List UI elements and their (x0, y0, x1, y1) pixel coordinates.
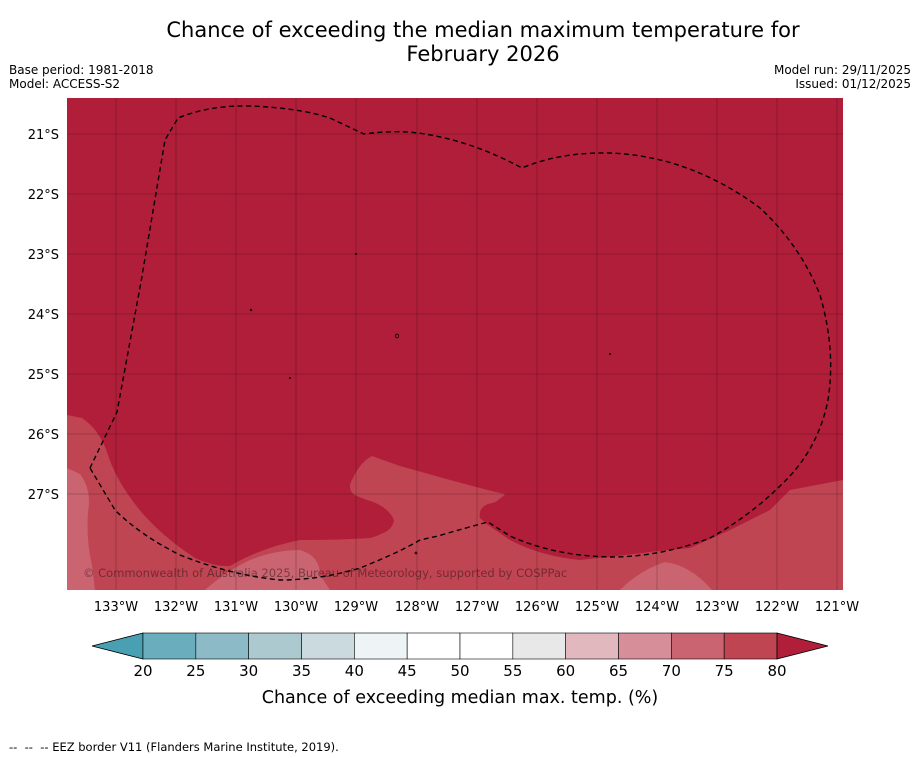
graticule (67, 98, 843, 590)
colorbar-box (301, 632, 355, 660)
base-period: Base period: 1981-2018 (9, 63, 154, 77)
issued-date: Issued: 01/12/2025 (795, 77, 911, 91)
colorbar-box (565, 632, 619, 660)
lon-label: 129°W (334, 600, 378, 615)
lon-label: 128°W (395, 600, 439, 615)
colorbar-under-arrow (91, 632, 144, 660)
zone-75-80 (67, 415, 843, 590)
colorbar-box (618, 632, 672, 660)
colorbar-label: Chance of exceeding median max. temp. (%… (262, 688, 659, 708)
colorbar-box (142, 632, 197, 660)
lat-label: 25°S (28, 368, 59, 383)
title-line-2: February 2026 (406, 42, 560, 66)
colorbar-box (406, 632, 461, 660)
colorbar-tick-label: 55 (503, 662, 522, 680)
zone-70-75 (67, 468, 95, 590)
colorbar: 20 25 30 35 40 45 50 55 60 65 70 75 80 Chance of exc… (91, 632, 829, 708)
lon-label: 121°W (815, 600, 859, 615)
colorbar-tick-label: 45 (398, 662, 417, 680)
colorbar-tick-label: 30 (239, 662, 258, 680)
lon-label: 127°W (455, 600, 499, 615)
lon-label: 125°W (575, 600, 619, 615)
zone-over-80 (67, 98, 843, 563)
eez-border (89, 105, 832, 581)
lat-label: 21°S (28, 128, 59, 143)
map-panel: © Commonwealth of Australia 2025, Bureau… (67, 98, 843, 590)
page-title: Chance of exceeding the median maximum t… (0, 18, 919, 66)
colorbar-box (195, 632, 249, 660)
colorbar-tick-label: 50 (450, 662, 469, 680)
colorbar-box (459, 632, 514, 660)
colorbar-tick-label: 75 (715, 662, 734, 680)
model-name: Model: ACCESS-S2 (9, 77, 121, 91)
colorbar-box (671, 632, 725, 660)
model-run: Model run: 29/11/2025 (773, 63, 911, 77)
lon-label: 122°W (755, 600, 799, 615)
lat-label: 23°S (28, 248, 59, 263)
colorbar-box (248, 632, 302, 660)
lon-label: 130°W (274, 600, 318, 615)
meta-right: Model run: 29/11/2025 Issued: 01/12/2025 (774, 63, 911, 91)
title-line-1: Chance of exceeding the median maximum t… (166, 18, 800, 42)
lon-label: 126°W (515, 600, 559, 615)
colorbar-tick-label: 20 (133, 662, 152, 680)
lon-labels: 133°W 132°W 131°W 130°W 129°W 128°W 127°… (94, 600, 859, 615)
lat-labels: 21°S 22°S 23°S 24°S 25°S 26°S 27°S (28, 128, 59, 503)
colorbar-tick-label: 25 (186, 662, 205, 680)
colorbar-box (512, 632, 566, 660)
colorbar-box (723, 632, 778, 660)
colorbar-over-arrow (776, 632, 829, 660)
colorbar-tick-label: 40 (345, 662, 364, 680)
colorbar-tick-label: 35 (292, 662, 311, 680)
lon-label: 131°W (214, 600, 258, 615)
zone-70-75-c (620, 562, 712, 590)
lon-label: 132°W (154, 600, 198, 615)
eez-legend-text: EEZ border V11 (Flanders Marine Institut… (52, 740, 339, 754)
copyright-notice: © Commonwealth of Australia 2025, Bureau… (83, 566, 567, 580)
colorbar-tick-label: 65 (609, 662, 628, 680)
colorbar-box (354, 632, 408, 660)
island-markers (249, 252, 612, 555)
lat-label: 22°S (28, 188, 59, 203)
lat-label: 26°S (28, 428, 59, 443)
colorbar-boxes (142, 632, 778, 660)
colorbar-tick-label: 70 (662, 662, 681, 680)
eez-dash-marker: -- -- -- (9, 740, 49, 754)
lon-label: 133°W (94, 600, 138, 615)
lat-label: 24°S (28, 308, 59, 323)
footer-legend: -- -- -- EEZ border V11 (Flanders Marine… (9, 740, 339, 754)
colorbar-ticks: 20 25 30 35 40 45 50 55 60 65 70 75 80 (133, 662, 786, 680)
colorbar-tick-label: 80 (767, 662, 786, 680)
lon-label: 123°W (695, 600, 739, 615)
meta-left: Base period: 1981-2018 Model: ACCESS-S2 (9, 63, 154, 91)
colorbar-tick-label: 60 (556, 662, 575, 680)
lat-label: 27°S (28, 488, 59, 503)
lon-label: 124°W (635, 600, 679, 615)
